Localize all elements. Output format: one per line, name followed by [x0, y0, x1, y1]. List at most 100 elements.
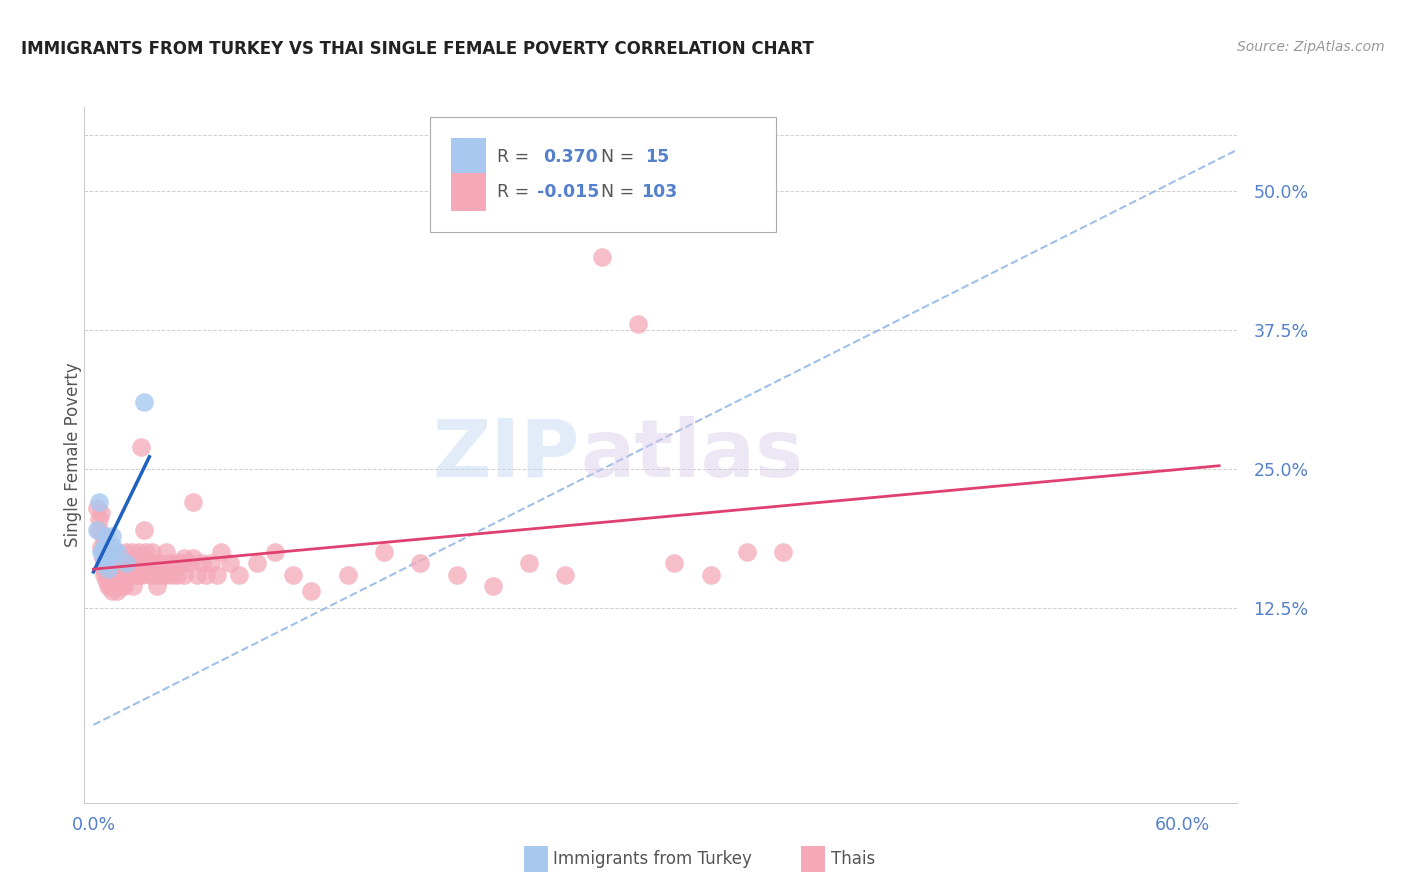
Point	[98, 545, 121, 559]
Point	[112, 579, 135, 593]
Text: Thais: Thais	[831, 850, 875, 868]
Point	[105, 584, 128, 599]
Point	[100, 573, 122, 587]
Point	[118, 567, 141, 582]
Point	[98, 567, 121, 582]
Text: Immigrants from Turkey: Immigrants from Turkey	[553, 850, 751, 868]
Point	[195, 567, 218, 582]
Point	[86, 523, 108, 537]
Point	[373, 545, 395, 559]
Point	[121, 545, 143, 559]
Point	[138, 567, 160, 582]
Point	[100, 584, 122, 599]
Point	[155, 567, 177, 582]
Point	[591, 250, 613, 264]
Point	[134, 395, 156, 409]
Point	[155, 545, 177, 559]
Point	[105, 545, 128, 559]
Point	[97, 579, 120, 593]
Point	[111, 557, 134, 571]
Point	[160, 567, 183, 582]
Text: -0.015: -0.015	[537, 183, 600, 202]
Point	[105, 562, 128, 576]
Point	[87, 523, 110, 537]
Point	[181, 550, 204, 565]
Text: 103: 103	[641, 183, 678, 202]
Point	[136, 557, 159, 571]
Point	[108, 557, 131, 571]
Point	[97, 562, 120, 576]
Text: Source: ZipAtlas.com: Source: ZipAtlas.com	[1237, 40, 1385, 54]
Point	[129, 440, 152, 454]
Text: N =: N =	[600, 148, 640, 167]
Point	[86, 500, 108, 515]
Text: IMMIGRANTS FROM TURKEY VS THAI SINGLE FEMALE POVERTY CORRELATION CHART: IMMIGRANTS FROM TURKEY VS THAI SINGLE FE…	[21, 40, 814, 58]
Point	[124, 557, 146, 571]
Point	[125, 567, 148, 582]
Point	[134, 523, 156, 537]
Point	[177, 557, 200, 571]
Point	[103, 540, 125, 554]
Point	[93, 562, 115, 576]
Point	[148, 557, 170, 571]
Point	[142, 557, 165, 571]
Point	[159, 557, 181, 571]
Point	[108, 579, 131, 593]
Point	[108, 567, 131, 582]
Point	[209, 545, 232, 559]
Point	[143, 567, 166, 582]
FancyBboxPatch shape	[451, 138, 485, 177]
Point	[110, 550, 132, 565]
Point	[104, 567, 127, 582]
Point	[336, 567, 359, 582]
Text: N =: N =	[600, 183, 640, 202]
Point	[94, 550, 117, 565]
Point	[94, 528, 117, 542]
Point	[772, 545, 794, 559]
FancyBboxPatch shape	[451, 173, 485, 211]
Point	[104, 579, 127, 593]
Point	[90, 540, 112, 554]
Point	[627, 317, 650, 331]
Point	[110, 579, 132, 593]
Point	[218, 557, 240, 571]
Point	[118, 557, 141, 571]
Point	[105, 573, 128, 587]
Point	[115, 562, 138, 576]
Point	[104, 550, 127, 565]
Point	[103, 557, 125, 571]
Point	[135, 545, 157, 559]
Point	[131, 557, 153, 571]
Point	[264, 545, 287, 559]
Point	[103, 579, 125, 593]
Y-axis label: Single Female Poverty: Single Female Poverty	[65, 363, 82, 547]
Point	[112, 567, 135, 582]
Point	[181, 495, 204, 509]
Point	[87, 512, 110, 526]
Point	[110, 567, 132, 582]
Point	[146, 579, 169, 593]
Point	[117, 557, 139, 571]
Point	[141, 545, 163, 559]
Point	[128, 545, 150, 559]
Text: ZIP: ZIP	[433, 416, 581, 494]
Point	[186, 567, 208, 582]
Point	[115, 545, 138, 559]
Point	[97, 567, 120, 582]
Text: atlas: atlas	[581, 416, 803, 494]
Point	[100, 528, 122, 542]
Point	[165, 557, 187, 571]
Point	[173, 550, 195, 565]
Point	[87, 495, 110, 509]
Text: R =: R =	[498, 148, 534, 167]
Point	[93, 545, 115, 559]
Point	[409, 557, 432, 571]
Point	[90, 507, 112, 521]
Point	[117, 567, 139, 582]
Point	[166, 567, 188, 582]
Point	[94, 562, 117, 576]
Point	[228, 567, 250, 582]
Point	[98, 579, 121, 593]
Point	[554, 567, 576, 582]
Point	[115, 557, 138, 571]
